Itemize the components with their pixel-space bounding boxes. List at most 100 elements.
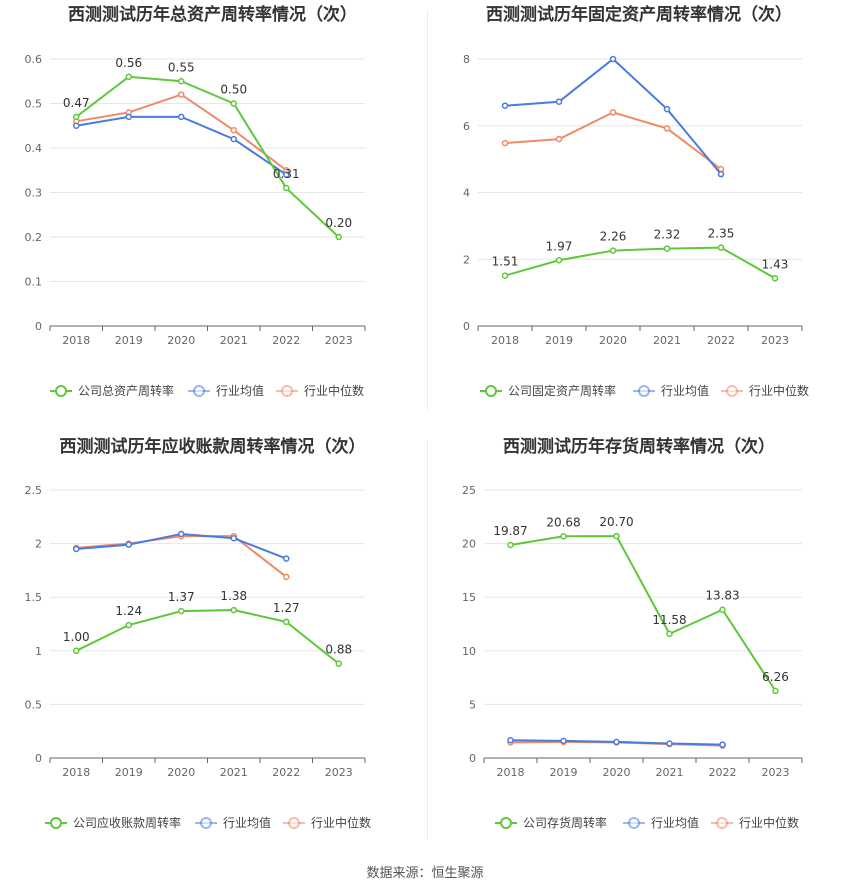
chart-total-asset-turnover: 西测测试历年总资产周转率情况（次） 0 0.1 0.2 0.3 0.4 0.5 0.6 2018…: [25, 4, 366, 398]
legend-industry-avg[interactable]: 行业均值: [188, 383, 264, 398]
legend-industry-median[interactable]: 行业中位数: [721, 383, 809, 398]
data-point-avg: [501, 102, 509, 109]
data-point-company: [666, 630, 673, 638]
x-tick-label: 2021: [220, 766, 248, 779]
divider-top: [427, 10, 428, 410]
y-tick-label: 2.5: [25, 484, 43, 497]
chart-title: 西测测试历年固定资产周转率情况（次）: [486, 4, 792, 25]
data-label: 2.35: [708, 227, 735, 241]
data-point-company: [125, 621, 132, 629]
data-point-avg: [125, 541, 132, 548]
data-point-company: [230, 606, 237, 614]
legend-marker-icon: [485, 385, 497, 397]
data-point-median: [663, 125, 671, 132]
legend-label: 行业中位数: [749, 383, 809, 398]
data-point-company: [178, 607, 185, 615]
chart-panel-total-asset-turnover: 西测测试历年总资产周转率情况（次） 0 0.1 0.2 0.3 0.4 0.5 0.6 2018…: [0, 0, 425, 432]
legend-marker-icon: [500, 817, 512, 829]
data-point-company: [507, 541, 514, 549]
legend-marker-icon: [716, 817, 728, 829]
x-tick-label: 2020: [599, 334, 627, 347]
x-tick-label: 2023: [762, 766, 790, 779]
chart-title: 西测测试历年存货周转率情况（次）: [503, 436, 775, 457]
x-tick-label: 2023: [325, 766, 353, 779]
data-label: 11.58: [652, 613, 686, 627]
data-point-company: [717, 244, 725, 251]
y-tick-label: 2: [463, 253, 470, 266]
y-tick-label: 0: [35, 752, 42, 765]
legend-industry-avg[interactable]: 行业均值: [623, 815, 699, 830]
data-point-company: [609, 247, 617, 254]
legend-industry-median[interactable]: 行业中位数: [276, 383, 364, 398]
x-tick-label: 2022: [707, 334, 735, 347]
legend-marker-icon: [638, 385, 650, 397]
data-point-avg: [73, 545, 80, 553]
data-point-company: [772, 687, 779, 695]
y-tick-label: 0.4: [25, 142, 43, 155]
data-point-company: [501, 272, 509, 279]
y-tick-label: 8: [463, 53, 470, 66]
data-point-median: [609, 109, 617, 116]
y-tick-label: 1: [35, 645, 42, 658]
series-line-company: [510, 535, 777, 692]
legend-industry-avg[interactable]: 行业均值: [633, 383, 709, 398]
data-point-company: [613, 532, 620, 540]
divider-bottom: [427, 440, 428, 840]
chart-panel-inventory-turnover: 西测测试历年存货周转率情况（次） 0 5 10 15 20 25 2018 2019 2020 20…: [428, 432, 850, 864]
data-label: 0.20: [325, 216, 352, 230]
chart-title: 西测测试历年总资产周转率情况（次）: [68, 4, 357, 25]
y-tick-label: 20: [462, 538, 476, 551]
data-point-median: [555, 135, 563, 143]
data-point-avg: [666, 740, 673, 747]
legend-industry-avg[interactable]: 行业均值: [195, 815, 271, 830]
legend-marker-icon: [288, 817, 300, 829]
data-point-company: [719, 606, 726, 613]
legend-company[interactable]: 公司总资产周转率: [50, 383, 174, 398]
data-label: 1.51: [492, 255, 519, 269]
data-point-avg: [230, 135, 237, 143]
chart-receivables-turnover: 西测测试历年应收账款周转率情况（次） 0 0.5 1 1.5 2 2.5 2018 2019 20…: [25, 436, 372, 830]
data-label: 20.68: [546, 515, 580, 529]
data-label: 0.50: [220, 83, 247, 97]
legend-label: 公司应收账款周转率: [73, 815, 181, 830]
legend-label: 行业均值: [223, 815, 271, 830]
data-point-company: [555, 257, 563, 264]
x-tick-label: 2018: [62, 766, 90, 779]
x-tick-label: 2022: [272, 334, 300, 347]
x-tick-label: 2020: [167, 334, 195, 347]
legend-company[interactable]: 公司应收账款周转率: [45, 815, 181, 830]
legend-company[interactable]: 公司存货周转率: [495, 815, 607, 830]
series-line-avg: [504, 57, 722, 175]
data-source-note: 数据来源：恒生聚源: [366, 866, 484, 881]
y-tick-label: 1.5: [25, 591, 43, 604]
legend-label: 行业中位数: [304, 383, 364, 398]
x-tick-label: 2019: [545, 334, 573, 347]
data-point-company: [73, 647, 80, 655]
data-label: 6.26: [762, 670, 789, 684]
legend-label: 行业均值: [661, 383, 709, 398]
legend-company[interactable]: 公司固定资产周转率: [480, 383, 616, 398]
x-tick-label: 2019: [115, 334, 143, 347]
chart-inventory-turnover: 西测测试历年存货周转率情况（次） 0 5 10 15 20 25 2018 2019 2020 20…: [462, 436, 803, 830]
x-tick-label: 2023: [761, 334, 789, 347]
legend-marker-icon: [193, 385, 205, 397]
legend-industry-median[interactable]: 行业中位数: [711, 815, 799, 830]
data-point-company: [335, 660, 342, 667]
y-tick-label: 25: [462, 484, 476, 497]
data-point-company: [283, 184, 290, 192]
data-point-avg: [507, 737, 514, 744]
data-label: 1.24: [115, 604, 142, 618]
data-point-median: [283, 573, 290, 581]
y-tick-label: 0.1: [25, 276, 43, 289]
legend-marker-icon: [200, 817, 212, 829]
data-label: 1.38: [220, 589, 247, 603]
x-tick-label: 2020: [603, 766, 631, 779]
data-point-avg: [663, 105, 671, 113]
data-point-avg: [283, 171, 290, 178]
y-tick-label: 5: [469, 698, 476, 711]
x-tick-label: 2021: [220, 334, 248, 347]
data-point-avg: [609, 55, 617, 63]
data-point-avg: [283, 555, 290, 562]
data-label: 0.56: [115, 56, 142, 70]
legend-industry-median[interactable]: 行业中位数: [283, 815, 371, 830]
